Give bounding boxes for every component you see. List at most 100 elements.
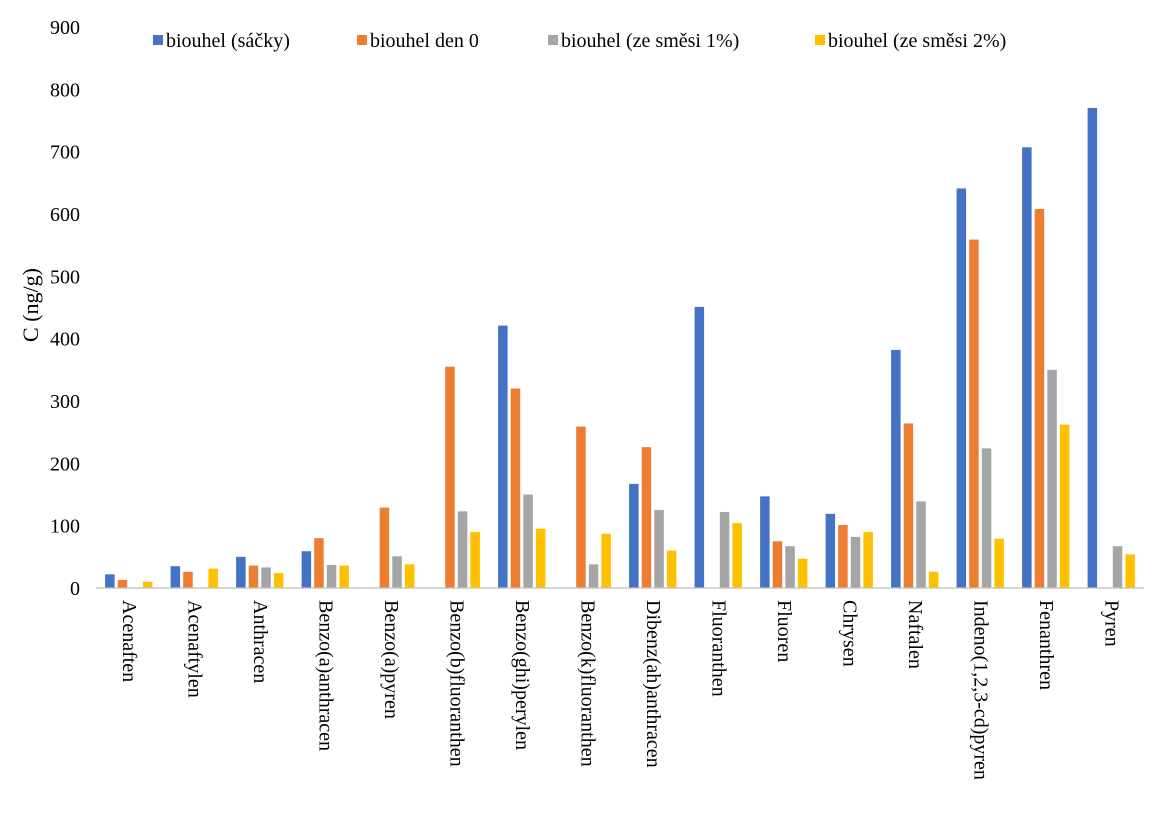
x-tick-label: Chrysen <box>838 600 860 667</box>
legend: biouhel (sáčky) biouhel den 0 biouhel (ze … <box>153 30 1006 52</box>
x-tick-label: Fluoren <box>773 600 795 662</box>
bar <box>825 513 836 588</box>
y-axis: 0 100 200 300 400 500 600 700 800 900 <box>50 17 80 600</box>
bar <box>170 566 181 588</box>
bar <box>576 426 586 588</box>
legend-label: biouhel den 0 <box>370 30 479 52</box>
bar <box>248 565 259 588</box>
bar <box>523 494 533 588</box>
bar <box>785 546 795 588</box>
legend-label: biouhel (ze směsi 2%) <box>828 30 1006 52</box>
bar <box>994 538 1004 588</box>
bar <box>850 536 861 588</box>
bar <box>981 448 992 588</box>
bar <box>301 551 312 588</box>
bar <box>1087 108 1098 589</box>
x-tick-label: Dibenz(ah)anthracen <box>642 600 664 768</box>
bar <box>261 567 271 588</box>
bar <box>903 423 914 588</box>
bar <box>404 564 415 588</box>
bar <box>379 507 390 588</box>
legend-item: biouhel den 0 <box>357 30 479 52</box>
bar <box>1059 424 1070 588</box>
bar <box>863 531 873 588</box>
legend-swatch <box>815 35 825 45</box>
y-tick-label: 600 <box>50 204 80 226</box>
bar <box>666 550 677 588</box>
x-axis-labels: Acenaften Acenaftylen Anthracen Benzo(a)ant… <box>118 600 1123 780</box>
bar <box>339 565 349 588</box>
bar <box>654 510 664 588</box>
legend-item: biouhel (sáčky) <box>153 30 290 52</box>
x-tick-label: Fluoranthen <box>707 600 729 697</box>
bar <box>142 581 153 588</box>
y-tick-label: 500 <box>50 266 80 288</box>
bar <box>969 239 979 588</box>
x-tick-label: Acenaftylen <box>183 600 205 698</box>
bar <box>694 306 705 588</box>
bar <box>641 447 652 588</box>
y-tick-label: 900 <box>50 17 80 39</box>
bar <box>629 483 639 588</box>
bar <box>732 523 742 588</box>
bar <box>588 564 599 588</box>
bar <box>1022 147 1032 588</box>
x-tick-label: Benzo(a)anthracen <box>314 600 336 751</box>
x-tick-label: Benzo(a)pyren <box>380 600 402 719</box>
bar <box>183 571 193 588</box>
x-tick-label: Fenanthren <box>1035 600 1057 690</box>
x-tick-label: Naftalen <box>904 600 926 669</box>
y-axis-label: C (ng/g) <box>18 268 43 342</box>
x-tick-label: Anthracen <box>249 600 271 683</box>
bar <box>326 564 337 588</box>
bar <box>1034 209 1045 588</box>
legend-item: biouhel (ze směsi 1%) <box>548 30 739 52</box>
bar <box>314 538 324 588</box>
bar <box>1047 369 1057 588</box>
legend-item: biouhel (ze směsi 2%) <box>815 30 1006 52</box>
bar <box>273 573 284 588</box>
bar <box>916 501 926 588</box>
bar <box>236 556 246 588</box>
x-tick-label: Pyren <box>1100 600 1122 647</box>
y-tick-label: 100 <box>50 516 80 538</box>
x-tick-label: Benzo(k)fluoranthen <box>576 600 598 767</box>
bar <box>457 511 468 588</box>
bar <box>838 525 848 588</box>
bar <box>117 579 128 588</box>
bar <box>772 541 783 588</box>
bar <box>510 388 521 588</box>
bar <box>470 531 480 588</box>
bar <box>445 366 455 588</box>
y-tick-label: 400 <box>50 329 80 351</box>
bar <box>601 533 611 588</box>
bar <box>797 558 808 588</box>
series-1 <box>105 108 1098 589</box>
bar <box>956 188 967 588</box>
bar <box>928 571 939 588</box>
y-tick-label: 700 <box>50 142 80 164</box>
x-tick-label: Benzo(ghi)perylen <box>511 600 533 750</box>
legend-swatch <box>357 35 367 45</box>
bars <box>105 108 1135 589</box>
series-3 <box>261 369 1123 588</box>
x-tick-label: Indeno(1,2,3-cd)pyren <box>969 600 991 780</box>
bar <box>498 325 508 588</box>
bar <box>105 574 115 588</box>
x-tick-label: Benzo(b)fluoranthen <box>445 600 467 767</box>
series-4 <box>142 424 1135 588</box>
bar <box>1125 554 1135 588</box>
bar <box>208 568 218 588</box>
legend-label: biouhel (ze směsi 1%) <box>561 30 739 52</box>
y-tick-label: 200 <box>50 453 80 475</box>
series-2 <box>117 209 1045 588</box>
bar <box>760 496 770 588</box>
bar <box>719 511 730 588</box>
bar <box>1112 546 1123 588</box>
bar <box>891 349 901 588</box>
legend-swatch <box>548 35 558 45</box>
y-tick-label: 0 <box>70 578 80 600</box>
x-tick-label: Acenaften <box>118 600 140 682</box>
legend-label: biouhel (sáčky) <box>166 30 290 52</box>
